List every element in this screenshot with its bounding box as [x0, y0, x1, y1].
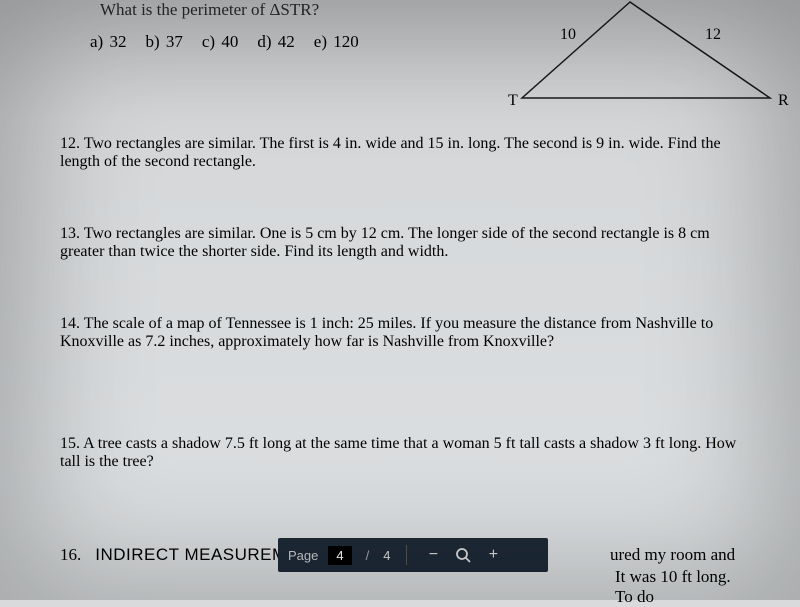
answer-options: a) 32 b) 37 c) 40 d) 42 e) 120: [90, 32, 361, 52]
question-12: 12. Two rectangles are similar. The firs…: [60, 135, 750, 171]
toolbar-separator: /: [366, 548, 370, 563]
option-e-letter: e): [314, 32, 327, 51]
option-a-letter: a): [90, 32, 103, 51]
triangle-side-left-label: 10: [560, 26, 576, 44]
zoom-reset-button[interactable]: [453, 545, 473, 565]
zoom-out-button[interactable]: −: [423, 545, 443, 565]
toolbar-current-page[interactable]: 4: [328, 546, 351, 565]
pdf-toolbar: Page 4 / 4 − +: [278, 538, 548, 572]
option-c-value: 40: [221, 32, 238, 51]
option-b-letter: b): [145, 32, 159, 51]
option-c-letter: c): [202, 32, 215, 51]
question-16-trail1: ured my room and: [610, 545, 735, 565]
zoom-in-button[interactable]: +: [483, 545, 503, 565]
option-b-value: 37: [166, 32, 183, 51]
toolbar-page-label: Page: [288, 548, 318, 563]
toolbar-total-pages: 4: [383, 548, 390, 563]
toolbar-divider: [406, 545, 407, 565]
triangle-diagram: 10 12 T R: [510, 0, 780, 110]
question-15: 15. A tree casts a shadow 7.5 ft long at…: [60, 435, 750, 471]
triangle-vertex-t: T: [508, 92, 518, 110]
question-13: 13. Two rectangles are similar. One is 5…: [60, 225, 750, 261]
triangle-vertex-r: R: [778, 92, 789, 110]
triangle-side-right-label: 12: [705, 26, 721, 44]
option-d-value: 42: [278, 32, 295, 51]
triangle-svg: [510, 0, 780, 110]
worksheet-page: What is the perimeter of ΔSTR? a) 32 b) …: [0, 0, 800, 600]
option-e-value: 120: [333, 32, 359, 51]
question-14: 14. The scale of a map of Tennessee is 1…: [60, 315, 750, 351]
option-a-value: 32: [109, 32, 126, 51]
question-16-number: 16.: [60, 545, 81, 565]
magnifier-icon: [455, 547, 471, 563]
question-16-trail2: It was 10 ft long. To do: [615, 567, 750, 607]
option-d-letter: d): [257, 32, 271, 51]
partial-question-text: What is the perimeter of ΔSTR?: [100, 0, 319, 20]
